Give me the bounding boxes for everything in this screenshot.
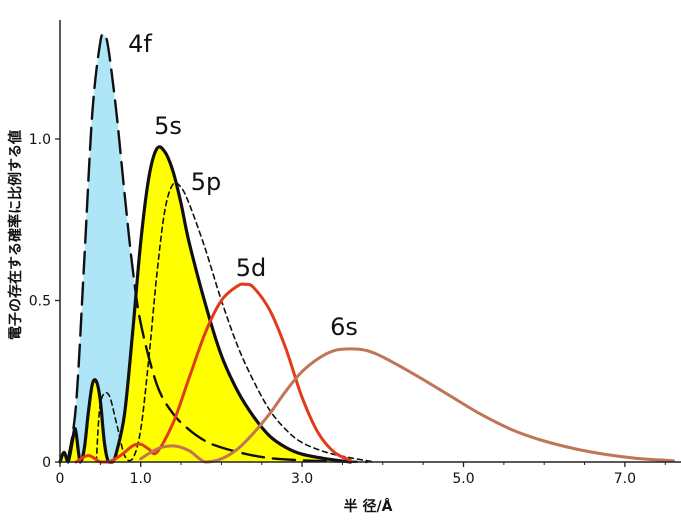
curve-label-5s: 5s <box>154 112 182 140</box>
curve-5d <box>74 282 352 464</box>
x-tick-label: 3.0 <box>291 471 313 487</box>
curve-labels: 4f 5s 5p 5d 6s <box>128 30 358 341</box>
curve-label-5d: 5d <box>236 254 267 282</box>
curve-4f <box>66 32 368 464</box>
y-tick-label: 0 <box>42 455 51 471</box>
y-tick-label: 0.5 <box>29 294 51 310</box>
x-tick-label: 5.0 <box>452 471 474 487</box>
curve-fills <box>60 33 367 463</box>
y-tick-label: 1.0 <box>29 132 51 148</box>
y-axis-title: 電子の存在する確率に比例する値 <box>7 130 24 340</box>
x-axis-title: 半 径/Å <box>344 498 393 515</box>
x-tick-label: 0 <box>56 471 65 487</box>
axes <box>59 20 681 463</box>
x-tick-label: 1.0 <box>130 471 152 487</box>
curve-label-4f: 4f <box>128 30 152 58</box>
x-tick-label: 7.0 <box>614 471 636 487</box>
curve-label-5p: 5p <box>191 168 222 196</box>
curve-5p <box>95 181 376 463</box>
ticks: 0 1.0 3.0 5.0 7.0 0 0.5 1.0 <box>29 132 666 487</box>
curve-5s <box>58 145 353 464</box>
curve-label-6s: 6s <box>330 313 358 341</box>
